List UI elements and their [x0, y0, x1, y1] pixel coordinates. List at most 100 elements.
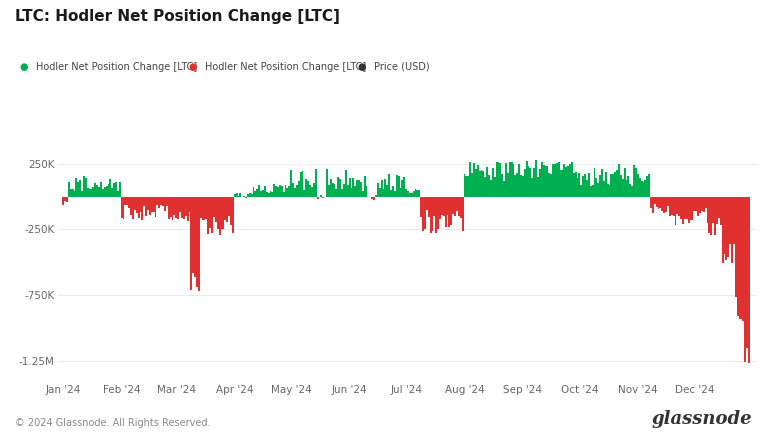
Bar — [117, 191, 119, 197]
Bar — [608, 185, 611, 197]
Bar — [149, 197, 151, 216]
Bar — [270, 191, 271, 197]
Bar — [603, 181, 605, 197]
Bar — [228, 197, 230, 216]
Bar — [443, 197, 445, 216]
Bar — [323, 197, 324, 198]
Bar — [79, 180, 81, 197]
Bar — [326, 168, 328, 197]
Bar — [478, 171, 481, 197]
Bar — [198, 197, 200, 291]
Bar — [611, 175, 612, 197]
Bar — [65, 197, 66, 201]
Bar — [151, 197, 153, 212]
Bar — [565, 167, 567, 197]
Bar — [306, 179, 307, 197]
Bar — [426, 197, 428, 210]
Bar — [505, 163, 507, 197]
Bar — [233, 194, 236, 197]
Bar — [345, 170, 347, 197]
Bar — [337, 177, 339, 197]
Bar — [674, 197, 677, 225]
Bar — [350, 188, 353, 197]
Bar — [166, 197, 167, 206]
Bar — [612, 174, 614, 197]
Bar — [415, 190, 416, 197]
Bar — [379, 188, 381, 197]
Bar — [664, 197, 665, 213]
Bar — [377, 183, 379, 197]
Bar — [464, 174, 465, 197]
Bar — [465, 176, 467, 197]
Bar — [508, 162, 511, 197]
Bar — [458, 197, 460, 216]
Bar — [412, 191, 415, 197]
Bar — [206, 197, 207, 219]
Bar — [183, 197, 185, 219]
Bar — [302, 171, 303, 197]
Bar — [547, 166, 548, 197]
Bar — [691, 197, 694, 220]
Bar — [552, 164, 554, 197]
Bar — [185, 197, 187, 216]
Bar — [290, 170, 292, 197]
Bar — [574, 172, 577, 197]
Bar — [601, 169, 603, 197]
Bar — [616, 170, 618, 197]
Bar — [161, 197, 162, 206]
Bar — [285, 185, 286, 197]
Bar — [678, 197, 680, 216]
Bar — [722, 197, 723, 263]
Bar — [364, 176, 366, 197]
Bar — [665, 197, 667, 212]
Bar — [136, 197, 137, 213]
Bar — [217, 197, 219, 229]
Bar — [731, 197, 733, 263]
Bar — [247, 194, 249, 197]
Bar — [433, 197, 435, 216]
Bar — [529, 168, 531, 197]
Bar — [494, 178, 495, 197]
Bar — [385, 179, 386, 197]
Bar — [132, 197, 134, 219]
Bar — [298, 181, 300, 197]
Bar — [266, 192, 267, 197]
Bar — [629, 184, 631, 197]
Bar — [271, 192, 273, 197]
Bar — [264, 186, 266, 197]
Bar — [407, 191, 409, 197]
Bar — [388, 175, 390, 197]
Bar — [502, 174, 503, 197]
Bar — [720, 197, 722, 225]
Bar — [230, 197, 232, 226]
Bar — [586, 180, 588, 197]
Bar — [406, 190, 407, 197]
Bar — [262, 190, 264, 197]
Bar — [341, 189, 343, 197]
Bar — [492, 168, 494, 197]
Bar — [595, 178, 598, 197]
Bar — [130, 197, 132, 216]
Bar — [167, 197, 170, 219]
Bar — [435, 197, 437, 233]
Bar — [449, 197, 450, 227]
Bar — [339, 179, 341, 197]
Bar — [419, 190, 420, 197]
Bar — [277, 187, 279, 197]
Bar — [614, 172, 616, 197]
Bar — [141, 197, 144, 220]
Bar — [429, 197, 432, 233]
Bar — [394, 191, 396, 197]
Bar — [703, 197, 705, 212]
Bar — [740, 197, 743, 318]
Bar — [96, 184, 98, 197]
Bar — [561, 170, 564, 197]
Bar — [83, 176, 85, 197]
Bar — [78, 182, 79, 197]
Bar — [661, 197, 664, 211]
Bar — [313, 183, 315, 197]
Bar — [106, 186, 108, 197]
Bar — [687, 197, 690, 223]
Bar — [490, 181, 492, 197]
Bar — [594, 168, 595, 197]
